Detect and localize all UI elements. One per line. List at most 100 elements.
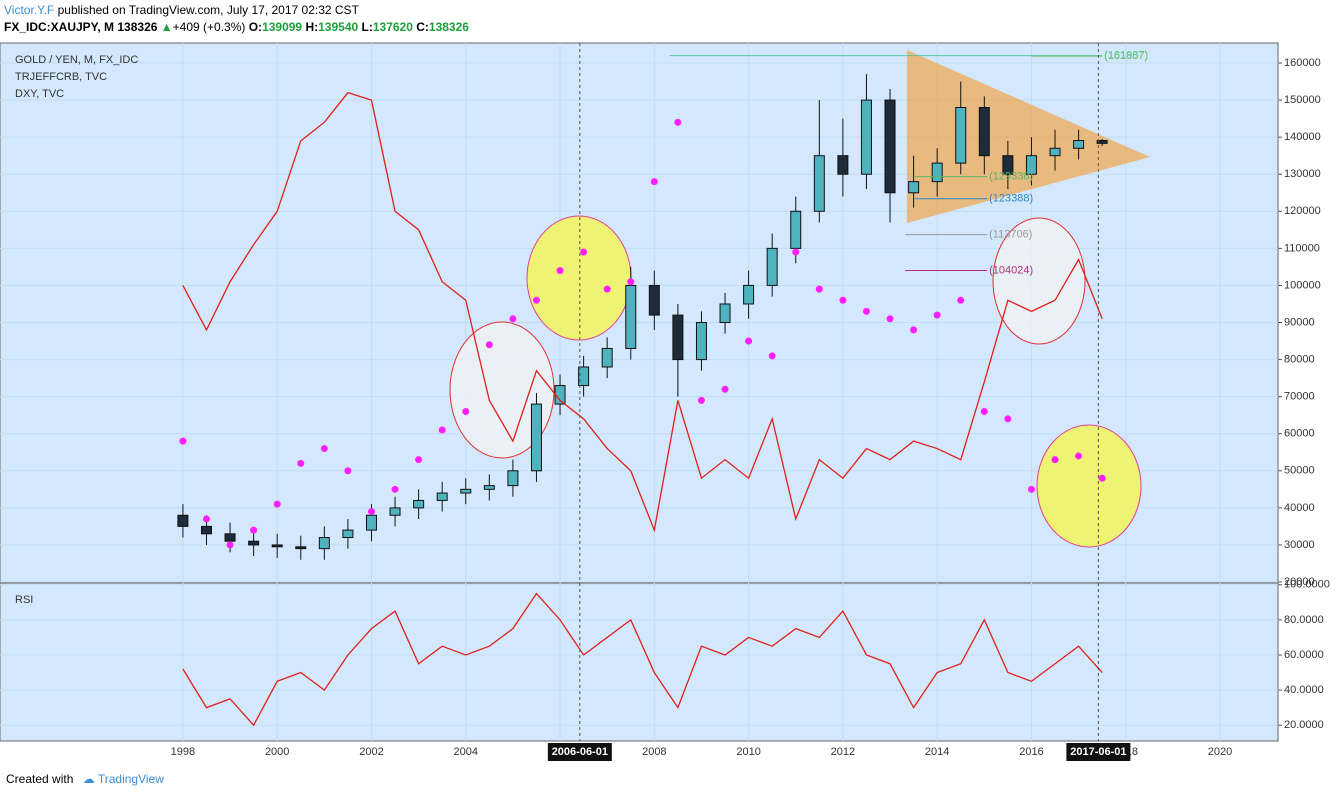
- change: +409 (+0.3%): [172, 20, 246, 34]
- series-dot: [792, 248, 800, 256]
- header: Victor.Y.F published on TradingView.com,…: [4, 2, 469, 36]
- y-tick-label: 130000: [1284, 168, 1321, 180]
- marker-box: [1066, 743, 1131, 761]
- candle-body: [460, 488, 472, 494]
- o-label: O:: [248, 20, 263, 34]
- x-tick-label: 2000: [265, 746, 289, 758]
- series-dot: [226, 541, 234, 549]
- candle-body: [318, 537, 330, 550]
- y-tick-label: 90000: [1284, 316, 1315, 328]
- candle-body: [743, 284, 755, 305]
- candle-body: [554, 385, 566, 405]
- series-line: [182, 592, 1103, 727]
- o: 139099: [262, 20, 303, 34]
- h: 139540: [318, 20, 359, 34]
- series-dot: [886, 315, 894, 323]
- x-tick-label: 2002: [359, 746, 383, 758]
- series-dot: [179, 437, 187, 445]
- level-label: (161987): [1104, 50, 1148, 62]
- x-tick-label: 2012: [831, 746, 855, 758]
- candle-body: [813, 155, 825, 212]
- author[interactable]: Victor.Y.F: [4, 3, 55, 17]
- y-tick-label: 20000: [1284, 576, 1315, 588]
- candle-body: [578, 366, 590, 387]
- candle-body: [342, 529, 354, 539]
- candle-body: [248, 540, 260, 546]
- marker-label: 2017-06-01: [1070, 746, 1126, 758]
- y-tick-label: 120000: [1284, 205, 1321, 217]
- x-tick-label: 2020: [1208, 746, 1232, 758]
- candle-body: [860, 99, 872, 175]
- c: 138326: [428, 20, 469, 34]
- pane-title: RSI: [15, 594, 33, 606]
- publish-line: Victor.Y.F published on TradingView.com,…: [4, 2, 469, 19]
- y-tick-label: 30000: [1284, 539, 1315, 551]
- published: published on TradingView.com, July 17, 2…: [57, 3, 359, 17]
- candle-body: [601, 347, 613, 368]
- series-dot: [250, 526, 258, 534]
- legend-entry: TRJEFFCRB, TVC: [15, 71, 107, 83]
- series-dot: [1051, 456, 1059, 464]
- x-tick-label: 2016: [1019, 746, 1043, 758]
- series-dot: [957, 296, 965, 304]
- series-dot: [462, 407, 470, 415]
- series-dot: [297, 459, 305, 467]
- candle-body: [1025, 155, 1037, 175]
- candle-body: [413, 499, 425, 509]
- l: 137620: [372, 20, 413, 34]
- series-dot: [650, 178, 658, 186]
- series-dot: [1098, 474, 1106, 482]
- ellipse-drawing: [449, 321, 555, 459]
- created: Created with: [6, 772, 74, 786]
- series-dot: [745, 337, 753, 345]
- candle-body: [625, 284, 637, 349]
- series-dot: [627, 278, 635, 286]
- symbol: FX_IDC:XAUJPY, M: [4, 20, 115, 34]
- candle-body: [224, 533, 236, 542]
- marks: [177, 43, 1108, 741]
- legend-entry: GOLD / YEN, M, FX_IDC: [15, 54, 138, 66]
- x-tick-label: 2010: [736, 746, 760, 758]
- series-dot: [1004, 415, 1012, 423]
- series-dot: [603, 285, 611, 293]
- brand-logo[interactable]: ☁: [82, 772, 95, 786]
- series-dot: [862, 307, 870, 315]
- series-dot: [674, 118, 682, 126]
- marker-label: 2006-06-01: [552, 746, 608, 758]
- plot-frame: [0, 42, 1279, 742]
- candle-body: [200, 525, 212, 535]
- series-dot: [980, 407, 988, 415]
- candle-body: [530, 403, 542, 472]
- series-dot: [344, 467, 352, 475]
- series-dot: [202, 515, 210, 523]
- x-tick-label: 2004: [454, 746, 478, 758]
- candle-body: [365, 514, 377, 531]
- y-tick-label: 60.0000: [1284, 649, 1324, 661]
- series-dot: [1027, 485, 1035, 493]
- y-tick-label: 40.0000: [1284, 684, 1324, 696]
- candle-body: [672, 314, 684, 361]
- candle-body: [837, 155, 849, 175]
- series-dot: [415, 456, 423, 464]
- candle-body: [955, 107, 967, 164]
- candle-body: [695, 322, 707, 361]
- y-tick-label: 150000: [1284, 94, 1321, 106]
- y-tick-label: 140000: [1284, 131, 1321, 143]
- y-tick-label: 80.0000: [1284, 614, 1324, 626]
- series-dot: [839, 296, 847, 304]
- level-label: (123388): [989, 193, 1033, 205]
- y-tick-label: 160000: [1284, 57, 1321, 69]
- level-label: (104024): [989, 264, 1033, 276]
- series-dot: [580, 248, 588, 256]
- x-tick-label: 2014: [925, 746, 949, 758]
- series-dot: [721, 385, 729, 393]
- brand[interactable]: TradingView: [97, 772, 164, 786]
- candle-body: [177, 514, 189, 527]
- y-tick-label: 100000: [1284, 279, 1321, 291]
- series-dot: [1075, 452, 1083, 460]
- candle-body: [271, 544, 283, 548]
- series-dot: [768, 352, 776, 360]
- series-line: [182, 91, 1103, 533]
- triangle-drawing: [907, 50, 1150, 223]
- y-tick-label: 110000: [1284, 242, 1320, 254]
